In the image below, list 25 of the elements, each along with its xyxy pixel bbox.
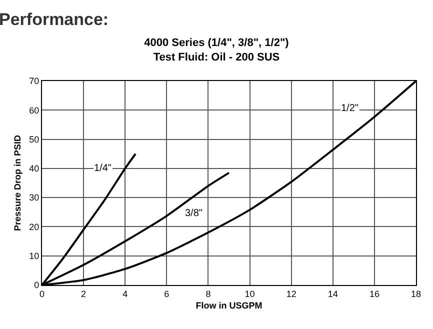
x-tick-label: 10 bbox=[244, 288, 255, 299]
y-tick-label: 70 bbox=[29, 76, 40, 86]
x-tick-label: 2 bbox=[81, 288, 86, 299]
y-tick-label: 0 bbox=[34, 280, 40, 290]
y-tick-label: 50 bbox=[29, 134, 40, 144]
y-tick-label: 10 bbox=[29, 251, 40, 262]
x-tick-label: 18 bbox=[410, 288, 422, 299]
x-axis-title: Flow in USGPM bbox=[196, 300, 262, 311]
series-label: 3/8" bbox=[185, 208, 203, 219]
series-label: 1/4" bbox=[94, 163, 112, 174]
text: Performance: bbox=[0, 10, 109, 29]
x-tick-label: 12 bbox=[286, 288, 296, 299]
y-tick-label: 30 bbox=[29, 192, 40, 203]
chart-subtitle: Test Fluid: Oil - 200 SUS bbox=[153, 51, 280, 64]
x-tick-label: 4 bbox=[122, 288, 128, 299]
y-tick-label: 40 bbox=[29, 164, 40, 174]
series-label: 1/2" bbox=[341, 103, 359, 114]
x-tick-label: 8 bbox=[206, 288, 211, 299]
x-tick-label: 14 bbox=[328, 288, 338, 299]
x-tick-label: 6 bbox=[164, 288, 170, 299]
x-tick-label: 16 bbox=[369, 288, 380, 299]
y-axis-title: Pressure Drop in PSID bbox=[12, 134, 23, 232]
y-tick-label: 60 bbox=[29, 105, 40, 116]
chart-title: 4000 Series (1/4", 3/8", 1/2") bbox=[144, 37, 290, 50]
y-tick-label: 20 bbox=[29, 222, 40, 232]
